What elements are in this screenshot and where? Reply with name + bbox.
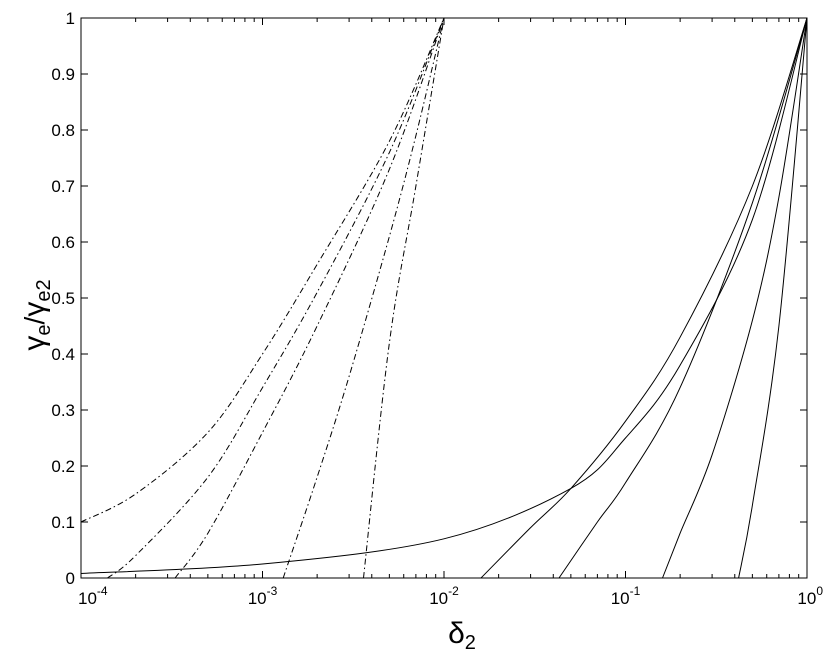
x-axis-label: δ2 xyxy=(448,617,476,653)
dashdot-series-line xyxy=(363,17,445,579)
y-tick-label: 0.5 xyxy=(51,289,75,308)
y-tick-label: 0 xyxy=(66,569,75,588)
solid-series-line xyxy=(738,17,808,579)
y-tick-label: 0.7 xyxy=(51,177,75,196)
y-tick-label: 0.2 xyxy=(51,457,75,476)
y-tick-label: 0.3 xyxy=(51,401,75,420)
x-tick-label: 10-1 xyxy=(611,584,641,608)
x-tick-label: 10-2 xyxy=(429,584,459,608)
y-tick-label: 1 xyxy=(66,9,75,28)
solid-series-line xyxy=(558,17,808,579)
solid-series-line xyxy=(662,17,808,579)
y-tick-label: 0.8 xyxy=(51,121,75,140)
solid-series-line xyxy=(80,17,808,574)
solid-series-line xyxy=(480,17,808,579)
tick-layer: 10-4 10-3 10-2 10-1 100 0 0.1 0.2 0.3 0.4 0.5 0.6 0.… xyxy=(51,9,823,608)
y-axis-label: γe/γe2 xyxy=(18,279,55,350)
dashdot-series-line xyxy=(174,17,445,579)
y-tick-label: 0.4 xyxy=(51,345,75,364)
x-tick-label: 10-4 xyxy=(78,584,108,608)
x-tick-label: 100 xyxy=(797,584,823,608)
dashdot-series-line xyxy=(80,17,445,523)
plot-area xyxy=(80,17,808,579)
series-layer xyxy=(80,17,808,579)
y-tick-label: 0.9 xyxy=(51,65,75,84)
plot-frame xyxy=(80,17,808,579)
y-tick-label: 0.6 xyxy=(51,233,75,252)
x-tick-label: 10-3 xyxy=(248,584,278,608)
dashdot-series-line xyxy=(107,17,445,579)
dashdot-series-line xyxy=(282,17,445,579)
y-tick-label: 0.1 xyxy=(51,513,75,532)
